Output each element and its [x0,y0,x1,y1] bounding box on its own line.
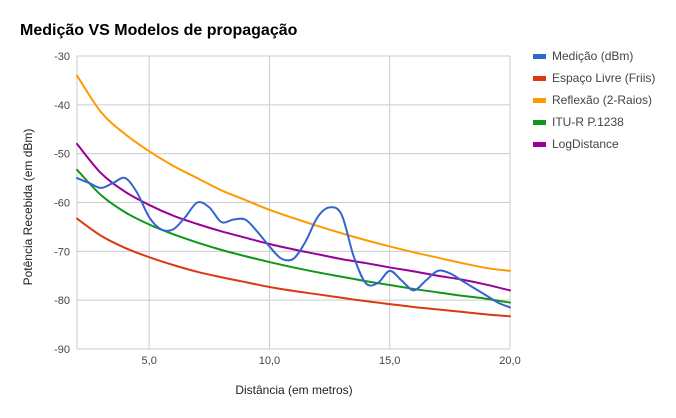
legend-item: LogDistance [533,137,619,151]
x-tick-label: 20,0 [499,355,520,367]
legend-label: Espaço Livre (Friis) [552,71,655,85]
legend-label: ITU-R P.1238 [552,115,624,129]
legend-swatch [533,120,546,125]
legend-swatch [533,54,546,59]
series-logdistance-line [76,142,511,292]
legend-item: Reflexão (2-Raios) [533,93,652,107]
legend-item: Medição (dBm) [533,49,633,63]
series-lines [76,74,511,318]
legend-item: Espaço Livre (Friis) [533,71,655,85]
y-tick-label: -70 [54,246,70,258]
y-axis-ticks: -90 -80 -70 -60 -50 -40 -30 [54,51,70,356]
y-tick-label: -60 [54,198,70,210]
y-tick-label: -40 [54,100,70,112]
x-axis-ticks: 5,0 10,0 15,0 20,0 [142,355,521,367]
x-tick-label: 15,0 [379,355,400,367]
legend-item: ITU-R P.1238 [533,115,624,129]
series-reflexao-line [76,74,511,272]
y-tick-label: -80 [54,295,70,307]
y-tick-label: -90 [54,344,70,356]
chart-title: Medição VS Modelos de propagação [20,22,298,39]
legend-label: LogDistance [552,137,619,151]
series-itu-r-line [76,168,511,304]
legend: Medição (dBm) Espaço Livre (Friis) Reflexã… [533,49,655,151]
legend-label: Medição (dBm) [552,49,633,63]
y-axis-label: Potência Recebida (em dBm) [21,129,35,286]
legend-label: Reflexão (2-Raios) [552,93,652,107]
series-medicao-line [76,176,511,309]
legend-swatch [533,98,546,103]
y-tick-label: -30 [54,51,70,63]
legend-swatch [533,142,546,147]
x-tick-label: 5,0 [142,355,157,367]
y-tick-label: -50 [54,149,70,161]
gridlines [76,55,511,350]
x-tick-label: 10,0 [259,355,280,367]
series-espaco-livre-line [76,217,511,318]
legend-swatch [533,76,546,81]
x-axis-label: Distância (em metros) [235,383,352,397]
